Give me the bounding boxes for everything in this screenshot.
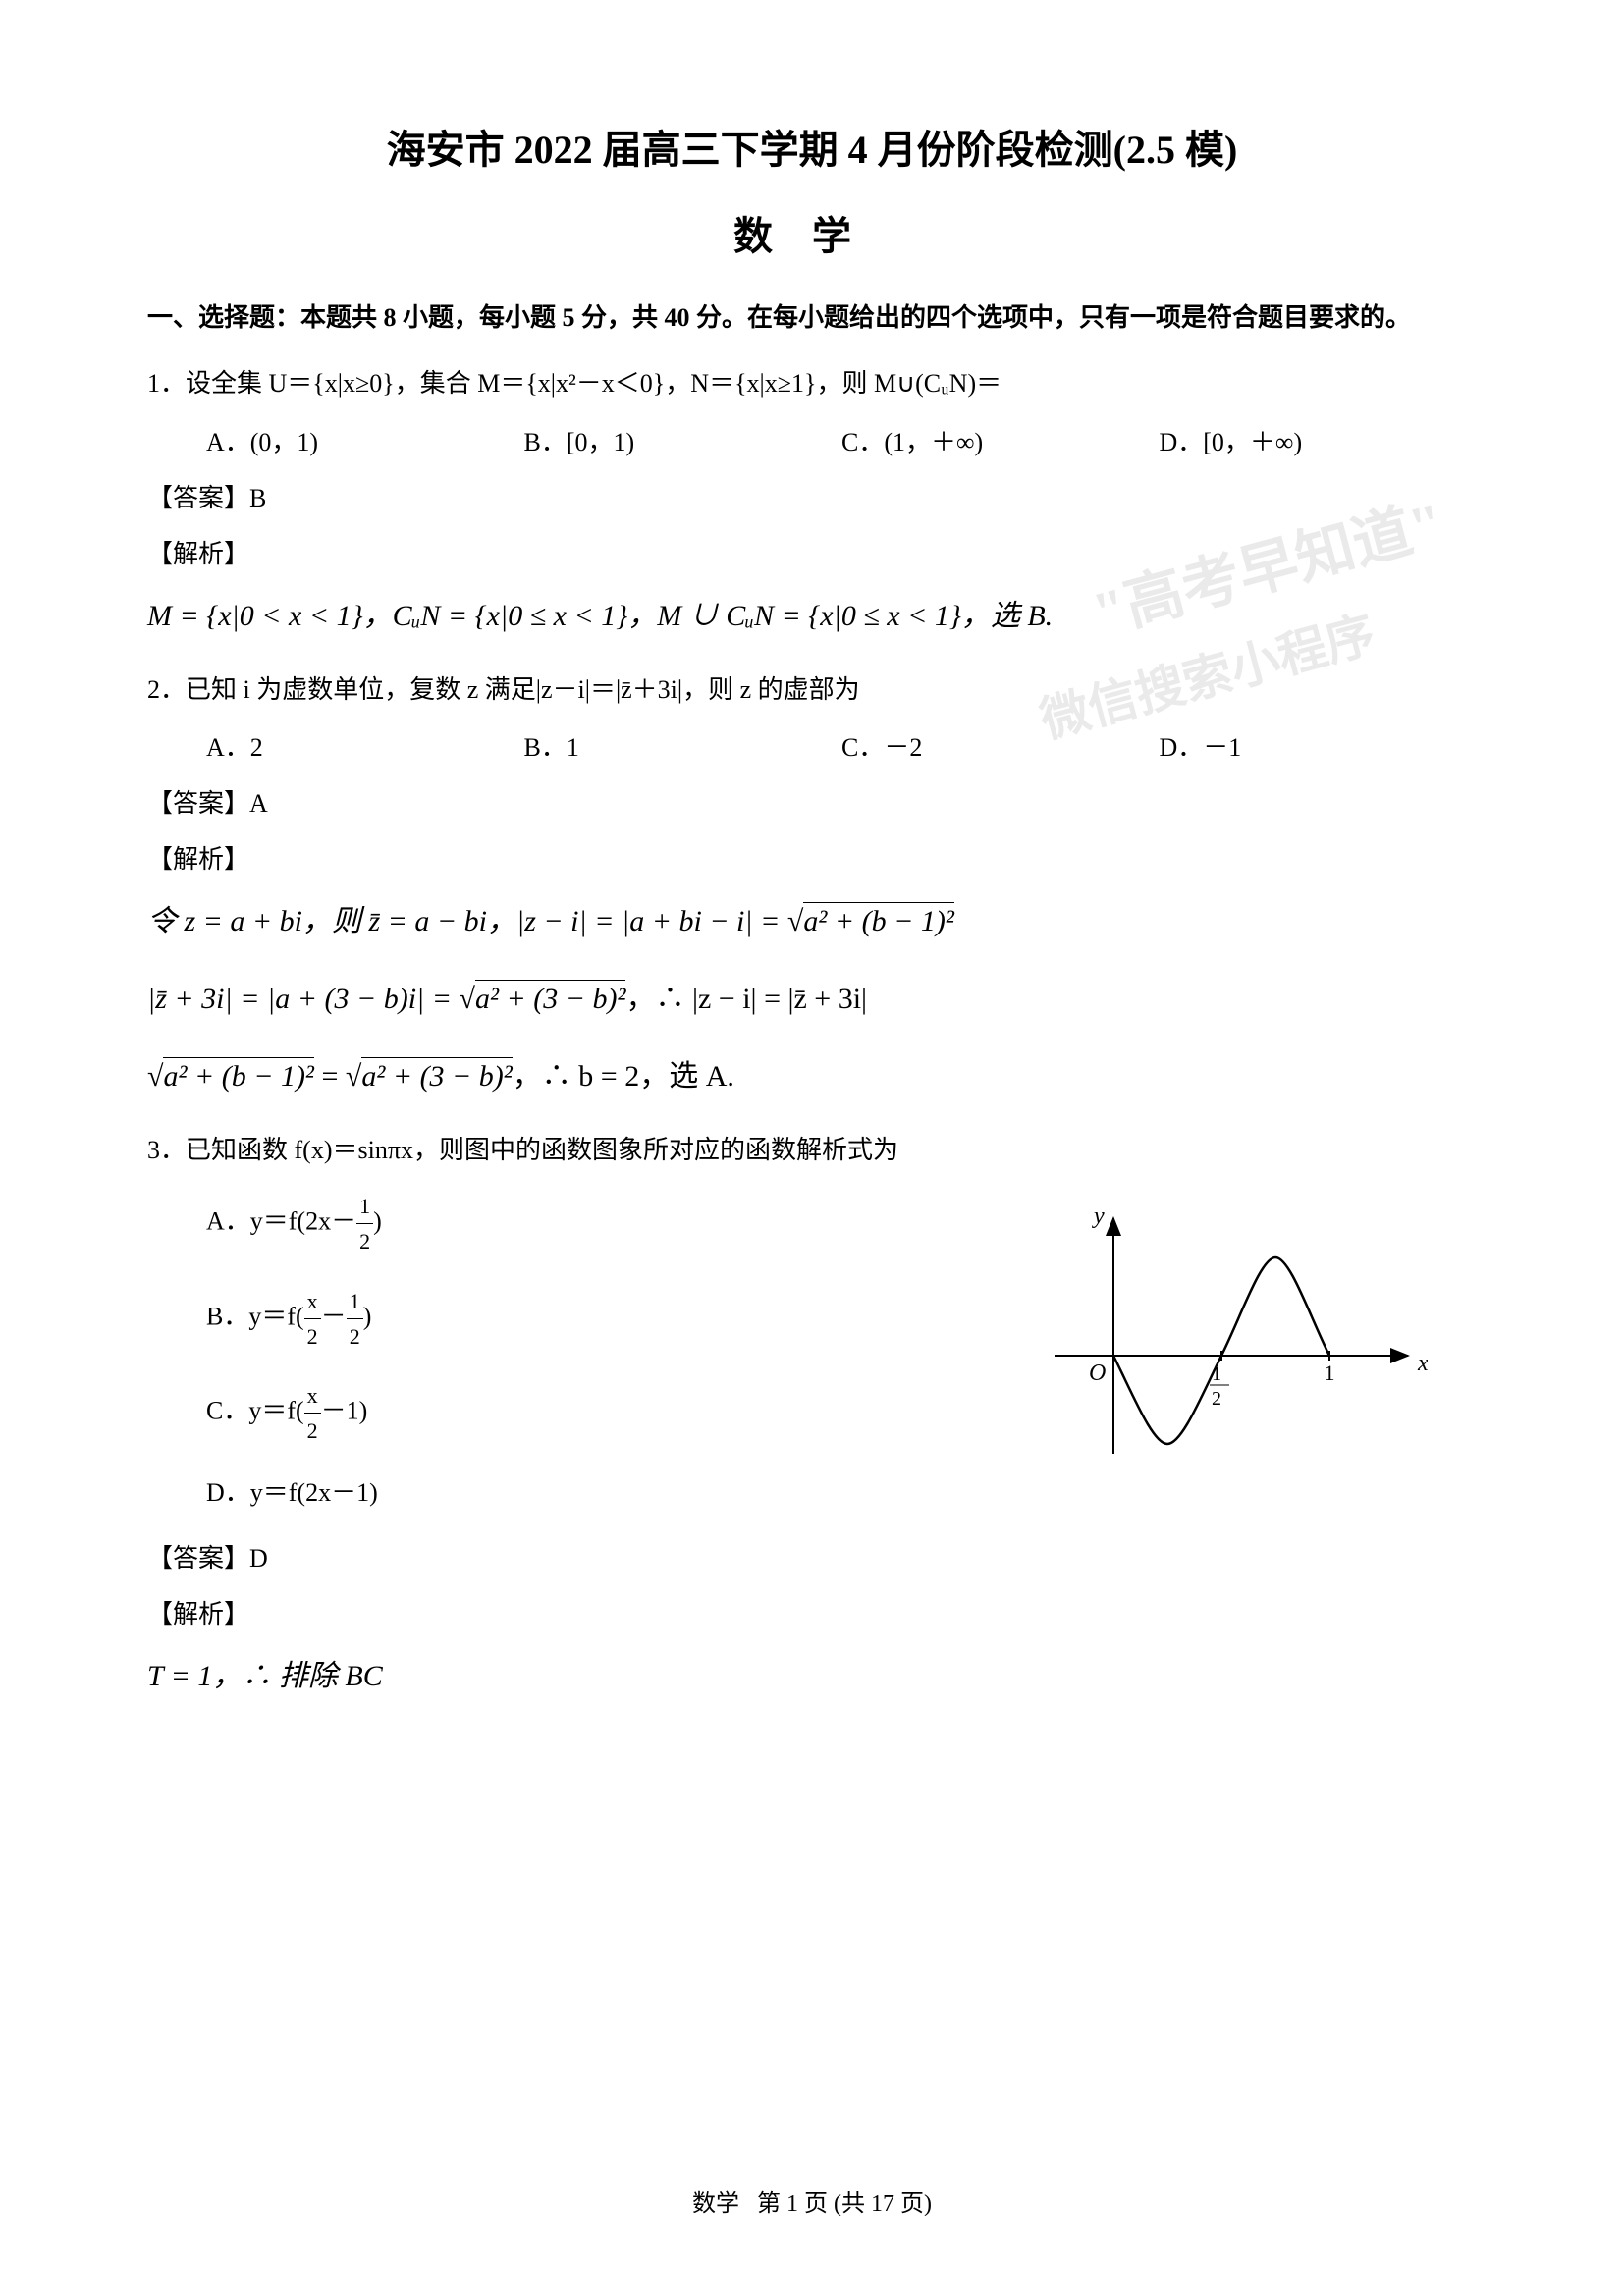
q2-option-d: D．－1	[1160, 727, 1478, 764]
q2-options: A．2 B．1 C．－2 D．－1	[147, 727, 1477, 764]
q3-options: A．y＝f(2x－12) B．y＝f(x2－12) C．y＝f(x2－1) D．…	[147, 1189, 1035, 1538]
q2-stem: 2．已知 i 为虚数单位，复数 z 满足|z－i|＝|z̄＋3i|，则 z 的虚…	[147, 667, 1477, 714]
q2-analysis-line3: √a² + (b − 1)² = √a² + (3 − b)²，∴ b = 2，…	[147, 1050, 1477, 1103]
page-footer: 数学 第 1 页 (共 17 页)	[0, 2183, 1624, 2217]
q2-option-c: C．－2	[841, 727, 1160, 764]
sine-graph-svg: x y O 1 2 1	[1035, 1199, 1428, 1473]
q3-analysis: T = 1，∴ 排除 BC	[147, 1650, 1477, 1703]
q2-analysis-line2: |z̄ + 3i| = |a + (3 − b)i| = √a² + (3 − …	[147, 973, 1477, 1026]
q3-analysis-label: 【解析】	[147, 1594, 1477, 1630]
q1-option-a: A．(0，1)	[206, 422, 524, 458]
footer-page: 第 1 页 (共 17 页)	[757, 2191, 932, 2216]
x-axis-label: x	[1417, 1351, 1428, 1376]
q3-option-d: D．y＝f(2x－1)	[206, 1472, 1035, 1514]
q3-stem: 3．已知函数 f(x)＝sinπx，则图中的函数图象所对应的函数解析式为	[147, 1128, 1477, 1174]
origin-label: O	[1089, 1361, 1106, 1386]
q1-analysis: M = {x|0 < x < 1}，CᵤN = {x|0 ≤ x < 1}，M …	[147, 590, 1477, 643]
q3-option-a: A．y＝f(2x－12)	[206, 1189, 1035, 1258]
q1-options: A．(0，1) B．[0，1) C．(1，＋∞) D．[0，＋∞)	[147, 422, 1477, 458]
q1-stem: 1．设全集 U＝{x|x≥0}，集合 M＝{x|x²－x＜0}，N＝{x|x≥1…	[147, 361, 1477, 407]
q2-option-a: A．2	[206, 727, 524, 764]
q2-analysis-line1: 令 z = a + bi，则 z̄ = a − bi，|z − i| = |a …	[147, 895, 1477, 948]
q1-option-c: C．(1，＋∞)	[841, 422, 1160, 458]
q1-answer: 【答案】B	[147, 478, 1477, 514]
q1-analysis-label: 【解析】	[147, 534, 1477, 570]
q1-option-d: D．[0，＋∞)	[1160, 422, 1478, 458]
q3-option-c: C．y＝f(x2－1)	[206, 1378, 1035, 1448]
exam-title: 海安市 2022 届高三下学期 4 月份阶段检测(2.5 模)	[147, 118, 1477, 175]
q3-graph: x y O 1 2 1	[1035, 1189, 1477, 1538]
tick-half-den: 2	[1212, 1388, 1221, 1410]
exam-subject-title: 数学	[147, 204, 1477, 261]
footer-subject: 数学	[692, 2191, 739, 2216]
section-header: 一、选择题：本题共 8 小题，每小题 5 分，共 40 分。在每小题给出的四个选…	[147, 295, 1477, 342]
q3-option-b: B．y＝f(x2－12)	[206, 1284, 1035, 1354]
q2-answer: 【答案】A	[147, 783, 1477, 820]
q2-option-b: B．1	[524, 727, 842, 764]
q2-analysis-label: 【解析】	[147, 839, 1477, 876]
q3-answer: 【答案】D	[147, 1538, 1477, 1575]
tick-one: 1	[1325, 1361, 1335, 1385]
y-axis-label: y	[1092, 1203, 1105, 1229]
q1-option-b: B．[0，1)	[524, 422, 842, 458]
